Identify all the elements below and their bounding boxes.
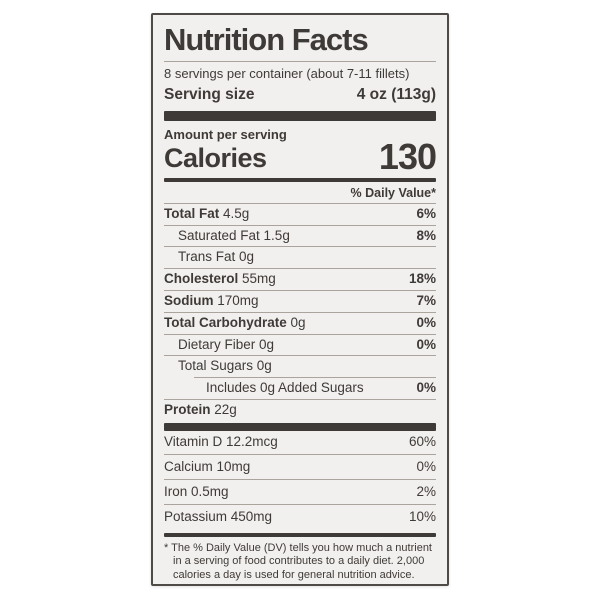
nutrient-name: Sodium 170mg: [164, 292, 259, 308]
nutrient-row: Includes 0g Added Sugars 0%: [194, 377, 436, 399]
nutrient-row: Vitamin D 12.2mcg 60%: [164, 431, 436, 455]
serving-size-value: 4 oz (113g): [356, 85, 436, 103]
medium-separator-bar-2: [164, 532, 436, 537]
nutrient-row: Cholesterol 55mg 18%: [164, 268, 436, 290]
nutrient-name: Dietary Fiber 0g: [178, 336, 275, 352]
nutrient-daily-value: 18%: [408, 271, 436, 287]
nutrient-row: Trans Fat 0g: [164, 246, 436, 268]
nutrient-name: Saturated Fat 1.5g: [178, 227, 290, 243]
thick-separator-bar: [164, 110, 436, 121]
divider-under-title: [164, 60, 436, 62]
calories-label: Calories: [164, 142, 267, 173]
nutrient-name: Trans Fat 0g: [178, 249, 255, 265]
nutrient-daily-value: 0%: [416, 336, 436, 352]
nutrient-row: Potassium 450mg 10%: [164, 504, 436, 529]
serving-size-row: Serving size 4 oz (113g): [164, 85, 436, 104]
daily-value-footnote: * The % Daily Value (DV) tells you how m…: [164, 541, 432, 581]
nutrient-name: Vitamin D 12.2mcg: [164, 434, 278, 450]
nutrient-row: Sodium 170mg 7%: [164, 289, 436, 312]
vitamin-table: Vitamin D 12.2mcg 60% Calcium 10mg 0% Iron 0…: [164, 431, 436, 529]
medium-separator-bar: [164, 177, 436, 182]
nutrient-row: Total Sugars 0g: [164, 355, 436, 377]
nutrient-row: Total Carbohydrate 0g 0%: [164, 311, 436, 334]
nutrient-daily-value: 8%: [416, 227, 436, 243]
nutrient-daily-value: 10%: [408, 508, 436, 524]
servings-per-container: 8 servings per container (about 7-11 fil…: [164, 65, 410, 81]
calories-row: Calories 130: [164, 135, 437, 177]
nutrient-daily-value: 2%: [416, 483, 436, 499]
nutrient-daily-value: 7%: [416, 292, 436, 308]
nutrient-daily-value: 60%: [408, 434, 436, 450]
nutrient-name: Cholesterol 55mg: [164, 271, 276, 287]
calories-value: 130: [378, 135, 437, 177]
nutrient-name: Total Carbohydrate 0g: [164, 314, 306, 330]
nutrient-name: Potassium 450mg: [164, 508, 273, 524]
nutrient-name: Calcium 10mg: [164, 458, 251, 474]
nutrient-daily-value: 0%: [416, 314, 436, 330]
nutrient-daily-value: 0%: [416, 458, 436, 474]
nutrient-row: Iron 0.5mg 2%: [164, 479, 436, 504]
nutrient-daily-value: 6%: [416, 205, 436, 221]
nutrient-daily-value: 0%: [416, 380, 436, 396]
nutrient-name: Iron 0.5mg: [164, 483, 229, 499]
label-title: Nutrition Facts: [164, 22, 369, 57]
nutrient-table: Total Fat 4.5g 6% Saturated Fat 1.5g 8% Tran…: [164, 202, 436, 421]
thick-separator-bar-2: [164, 422, 436, 431]
nutrient-row: Calcium 10mg 0%: [164, 454, 436, 479]
nutrient-row: Protein 22g: [164, 398, 436, 421]
nutrient-row: Saturated Fat 1.5g 8%: [164, 224, 436, 247]
nutrient-name: Total Fat 4.5g: [164, 205, 250, 221]
nutrient-name: Protein 22g: [164, 401, 237, 417]
nutrient-name: Total Sugars 0g: [178, 358, 272, 374]
nutrient-row: Dietary Fiber 0g 0%: [164, 333, 436, 356]
nutrient-row: Total Fat 4.5g 6%: [164, 202, 436, 225]
amount-per-serving-label: Amount per serving: [164, 126, 287, 142]
nutrition-facts-label: Nutrition Facts 8 servings per container…: [151, 13, 449, 586]
serving-size-label: Serving size: [164, 85, 255, 103]
nutrient-name: Includes 0g Added Sugars: [206, 380, 364, 396]
daily-value-header: % Daily Value*: [350, 185, 436, 200]
